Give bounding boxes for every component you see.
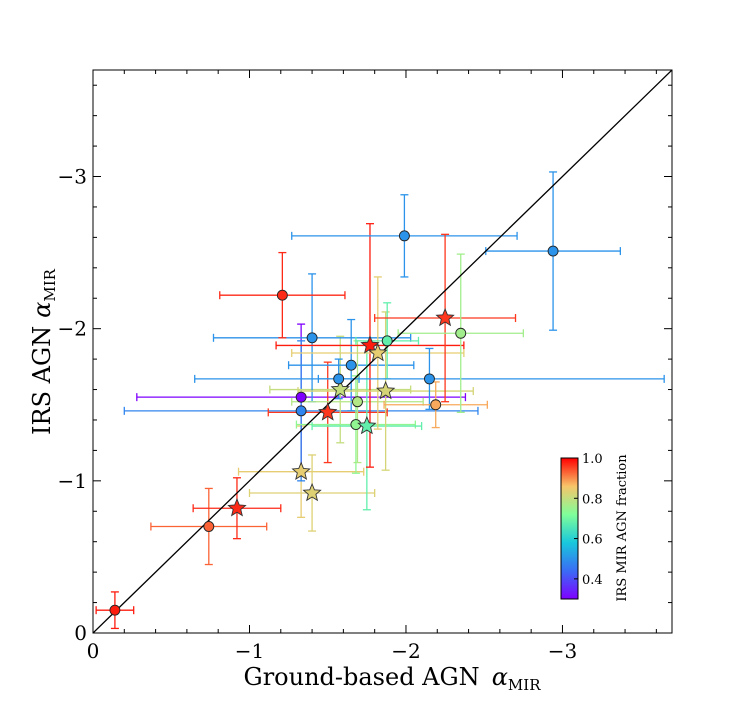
x-axis-subscript: MIR (508, 676, 541, 694)
circle-marker (423, 373, 435, 385)
star-marker (357, 415, 377, 435)
x-tick-label: −1 (235, 639, 264, 663)
error-bars (95, 171, 665, 630)
axis-ticks: 0 −1 −2 −3 0 −1 −2 −3 (58, 70, 672, 663)
star-marker (227, 498, 247, 517)
circle-marker (109, 604, 121, 616)
star-marker (318, 402, 338, 421)
star-marker (291, 461, 311, 480)
circle-marker (430, 399, 442, 411)
plot-area: 0 −1 −2 −3 0 −1 −2 −3 (58, 69, 673, 663)
y-tick-label: 0 (74, 621, 87, 645)
y-axis-subscript: MIR (41, 268, 59, 301)
circle-marker (333, 373, 345, 385)
circle-marker (295, 391, 307, 403)
circle-marker (295, 405, 307, 417)
circle-marker (352, 396, 363, 408)
y-tick-label: −2 (58, 317, 87, 341)
y-axis-title-text: IRS AGN (28, 326, 56, 435)
star-marker (375, 380, 396, 400)
star-marker (368, 342, 388, 362)
data-markers (109, 230, 559, 616)
colorbar-label: IRS MIR AGN fraction (615, 454, 630, 602)
circle-marker (306, 332, 318, 344)
star-marker (330, 379, 350, 398)
colorbar-gradient (560, 457, 579, 600)
colorbar-tick-label: 1.0 (582, 452, 603, 467)
x-axis-alpha-symbol: α (492, 663, 508, 691)
circle-marker (381, 335, 393, 347)
circle-marker (203, 521, 215, 532)
x-tick-label: 0 (87, 639, 100, 663)
colorbar-tick-label: 0.8 (582, 492, 603, 507)
y-tick-label: −1 (58, 469, 87, 493)
y-axis-title: IRS AGN αMIR (28, 268, 59, 435)
colorbar: 0.4 0.6 0.8 1.0 IRS MIR AGN fraction (560, 452, 630, 602)
circle-marker (276, 289, 288, 301)
x-axis-title: Ground-based AGN αMIR (244, 663, 542, 694)
x-tick-label: −3 (548, 639, 577, 663)
circle-marker (345, 359, 357, 371)
x-tick-label: −2 (391, 639, 420, 663)
star-marker (302, 482, 322, 502)
star-marker (360, 335, 380, 354)
colorbar-tick-label: 0.6 (582, 533, 603, 548)
colorbar-tick-label: 0.4 (582, 573, 603, 588)
plot-frame (92, 69, 673, 634)
x-axis-title-text: Ground-based AGN (244, 663, 480, 691)
circle-marker (547, 245, 559, 257)
star-marker (435, 307, 455, 327)
circle-marker (455, 327, 467, 339)
colorbar-ticks: 0.4 0.6 0.8 1.0 (574, 452, 603, 588)
circle-marker (398, 230, 410, 242)
y-tick-label: −3 (58, 165, 87, 189)
y-axis-alpha-symbol: α (28, 302, 56, 318)
